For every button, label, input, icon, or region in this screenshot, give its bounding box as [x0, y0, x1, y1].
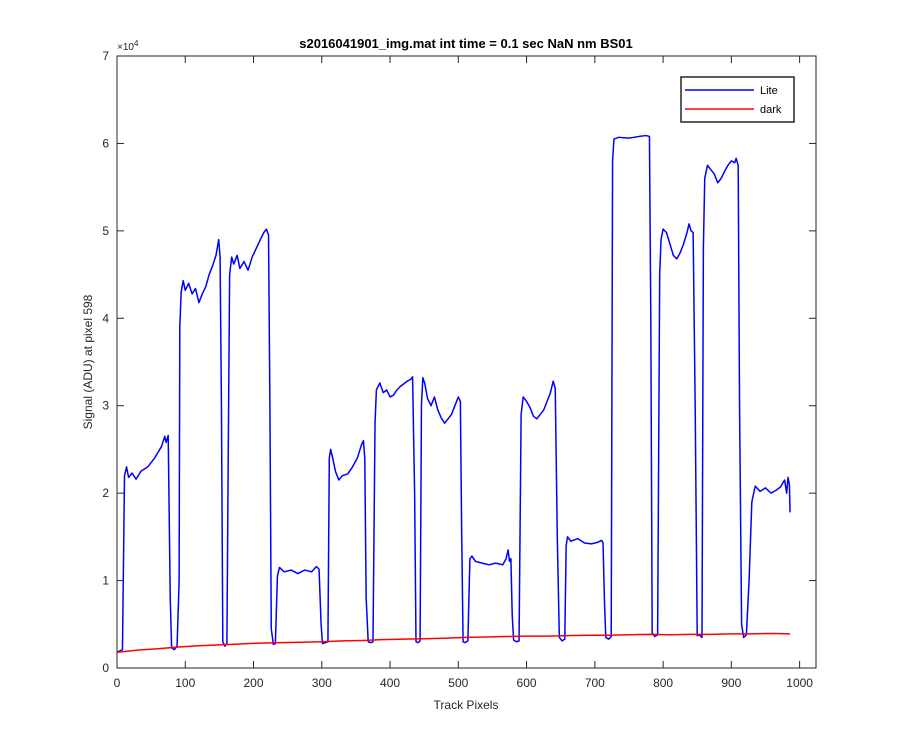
y-axis-ticks: 0 1 2 3 4 5 6 7 [102, 49, 816, 675]
y-axis-exponent-power: 4 [134, 39, 139, 48]
x-tick-label: 800 [653, 676, 673, 690]
x-axis-ticks: 0 100 200 300 400 500 600 700 800 900 1000 [114, 56, 813, 690]
x-tick-label: 500 [448, 676, 468, 690]
x-tick-label: 600 [517, 676, 537, 690]
y-tick-label: 0 [102, 661, 109, 675]
y-tick-label: 1 [102, 574, 109, 588]
y-tick-label: 3 [102, 399, 109, 413]
legend: Lite dark [680, 76, 795, 123]
axes-frame [116, 55, 817, 669]
legend-box [680, 76, 795, 123]
axes-box [116, 55, 817, 669]
y-tick-label: 4 [102, 311, 109, 325]
chart-title: s2016041901_img.mat int time = 0.1 sec N… [299, 36, 633, 51]
x-tick-label: 1000 [786, 676, 813, 690]
series-layer [116, 134, 791, 654]
y-axis-exponent: ×104 [117, 39, 139, 53]
x-tick-label: 200 [244, 676, 264, 690]
y-tick-label: 7 [102, 49, 109, 63]
x-axis-label: Track Pixels [434, 698, 499, 712]
x-tick-label: 0 [114, 676, 121, 690]
x-tick-label: 700 [585, 676, 605, 690]
series-line-dark [116, 632, 791, 654]
x-tick-label: 300 [312, 676, 332, 690]
y-tick-label: 5 [102, 224, 109, 238]
y-tick-label: 2 [102, 486, 109, 500]
x-tick-label: 900 [721, 676, 741, 690]
y-axis-label: Signal (ADU) at pixel 598 [81, 294, 95, 429]
x-tick-label: 400 [380, 676, 400, 690]
y-tick-label: 6 [102, 136, 109, 150]
x-tick-label: 100 [175, 676, 195, 690]
plot-area [117, 56, 816, 668]
y-axis-exponent-base: ×10 [117, 42, 134, 53]
legend-label-lite: Lite [760, 85, 778, 97]
legend-label-dark: dark [760, 104, 782, 116]
series-line-lite [116, 134, 791, 653]
